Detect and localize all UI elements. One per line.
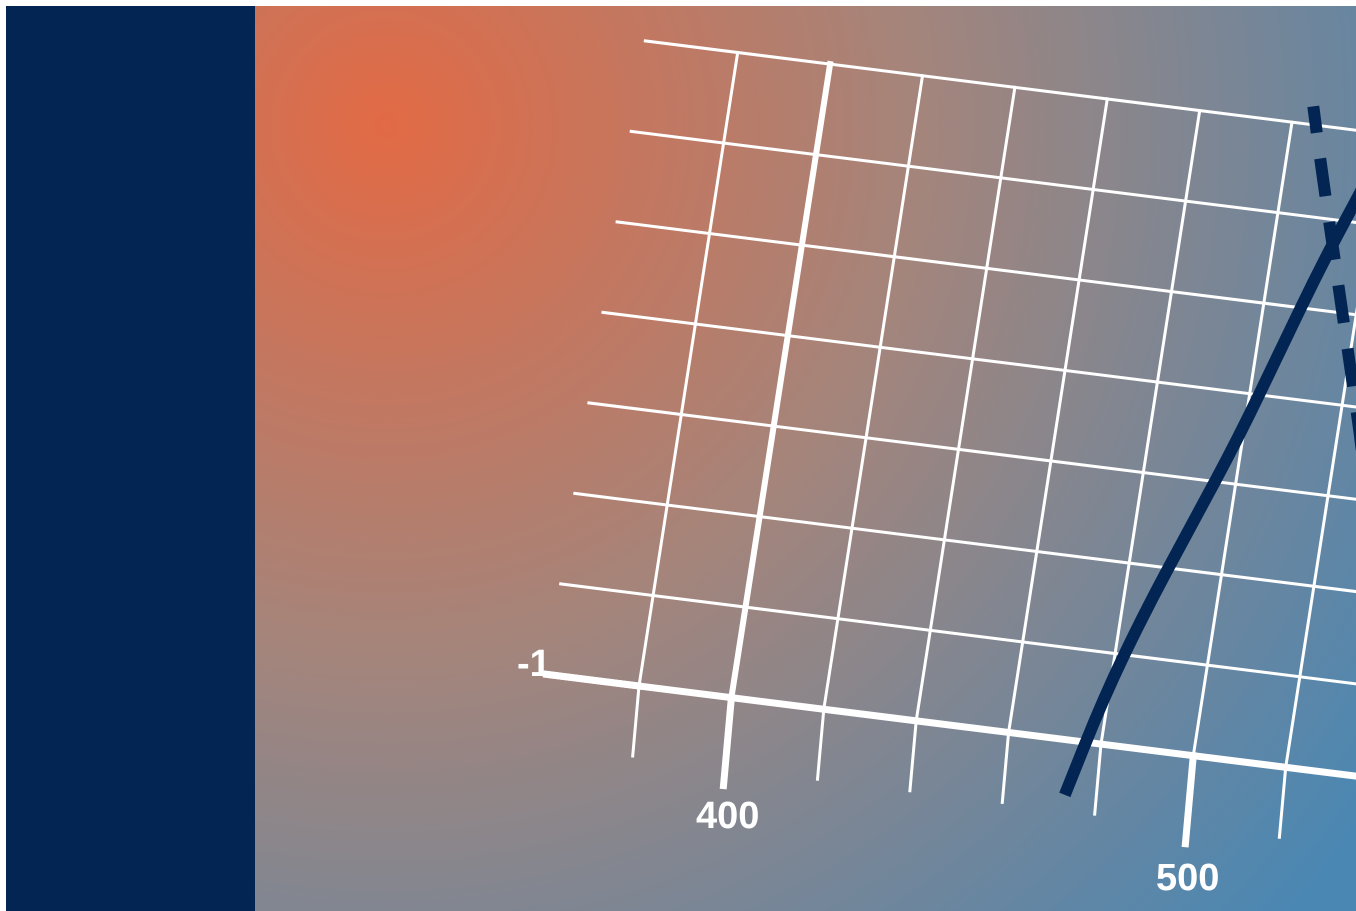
x-minor-tick (908, 719, 918, 793)
chart-svg: 400 500 -1 (255, 6, 1356, 911)
plot-background (255, 6, 1356, 911)
vertical-gridline (1006, 97, 1110, 735)
vertical-gridline (1283, 306, 1356, 770)
vertical-gridline (914, 85, 1017, 723)
figure-frame: 400 500 -1 (6, 6, 1356, 911)
x-minor-tick (631, 684, 641, 758)
vertical-gridline (637, 50, 740, 688)
series-group (1059, 105, 1356, 798)
plot-panel: 400 500 -1 (255, 6, 1356, 911)
x-major-tick (1181, 751, 1198, 848)
x-minor-tick (1000, 730, 1011, 805)
horizontal-gridline (601, 310, 1356, 409)
y-axis-line (727, 60, 834, 702)
x-minor-tick (1093, 742, 1103, 816)
vertical-gridline (1099, 108, 1202, 746)
x-tick-label-500: 500 (1156, 857, 1219, 899)
x-minor-tick (815, 707, 826, 781)
horizontal-gridline (629, 129, 1356, 224)
horizontal-gridline (643, 39, 1356, 132)
x-major-tick (719, 693, 736, 790)
axes (542, 60, 1356, 848)
horizontal-gridline (615, 220, 1356, 317)
x-tick-label-400: 400 (696, 795, 759, 837)
grid-lines (559, 39, 1356, 770)
side-panel (6, 6, 255, 911)
series-line-dashed (1307, 105, 1356, 453)
x-minor-tick (1277, 765, 1288, 839)
horizontal-gridline (573, 491, 1356, 594)
horizontal-gridline (559, 582, 1356, 686)
y-tick-label-minus-1: -1 (517, 643, 551, 685)
vertical-gridline (822, 73, 925, 711)
y-tick-minus-1 (542, 670, 643, 690)
horizontal-gridline (587, 401, 1356, 501)
